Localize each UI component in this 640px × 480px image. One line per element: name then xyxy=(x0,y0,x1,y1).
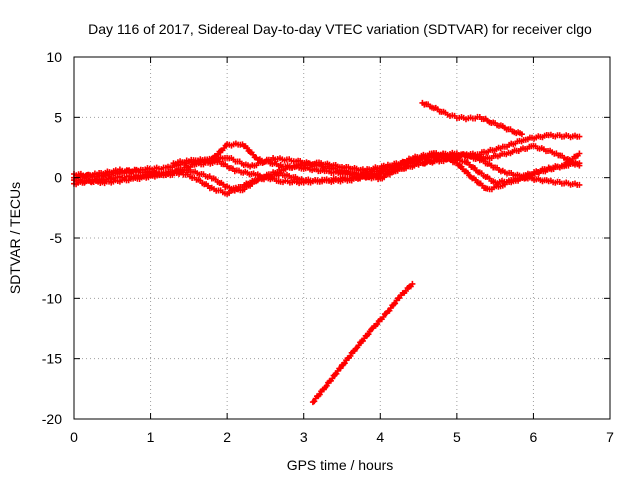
series-markers xyxy=(419,99,525,138)
x-tick-label: 7 xyxy=(606,429,614,445)
series-track-f xyxy=(419,99,525,138)
y-tick-label: 5 xyxy=(54,109,62,125)
x-tick-label: 5 xyxy=(453,429,461,445)
x-tick-label: 6 xyxy=(530,429,538,445)
y-axis-label: SDTVAR / TECUs xyxy=(7,182,23,294)
series-track-g xyxy=(309,280,416,406)
series-track-e xyxy=(170,142,583,183)
y-tick-label: -5 xyxy=(50,230,63,246)
y-tick-label: -20 xyxy=(42,411,62,427)
series-markers xyxy=(170,142,583,183)
series-markers xyxy=(309,280,416,406)
x-tick-label: 2 xyxy=(223,429,231,445)
x-tick-label: 0 xyxy=(70,429,78,445)
x-tick-label: 4 xyxy=(376,429,384,445)
x-axis-label: GPS time / hours xyxy=(287,457,394,473)
y-tick-label: -15 xyxy=(42,351,62,367)
x-tick-label: 1 xyxy=(147,429,155,445)
axis-ticks: 0 1 2 3 4 5 6 7 -20 -15 -10 -5 0 5 10 xyxy=(42,49,614,445)
data-marks xyxy=(71,99,583,406)
y-tick-label: 10 xyxy=(46,49,62,65)
x-tick-label: 3 xyxy=(300,429,308,445)
y-tick-label: -10 xyxy=(42,290,62,306)
chart-title: Day 116 of 2017, Sidereal Day-to-day VTE… xyxy=(88,21,592,37)
y-tick-label: 0 xyxy=(54,170,62,186)
